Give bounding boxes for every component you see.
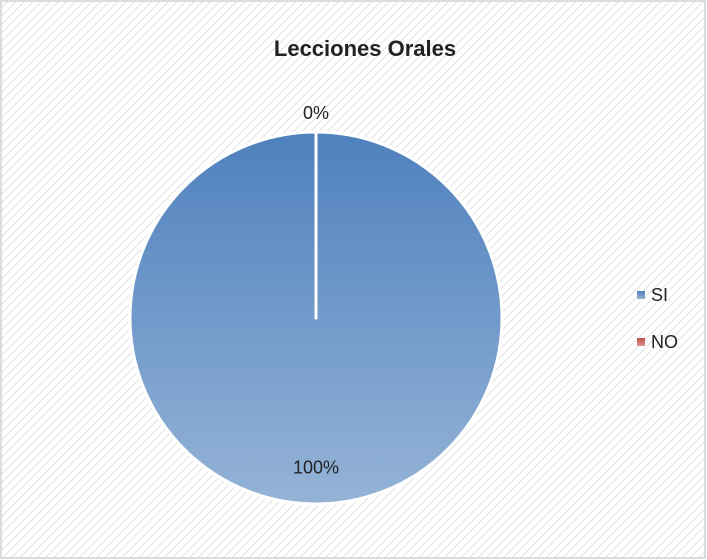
legend-label: SI xyxy=(651,285,668,305)
legend-swatch xyxy=(637,291,645,299)
data-label: 0% xyxy=(303,103,329,123)
legend-label: NO xyxy=(651,332,678,352)
data-label: 100% xyxy=(293,457,339,477)
legend-swatch xyxy=(637,338,645,346)
chart-title: Lecciones Orales xyxy=(274,36,456,61)
